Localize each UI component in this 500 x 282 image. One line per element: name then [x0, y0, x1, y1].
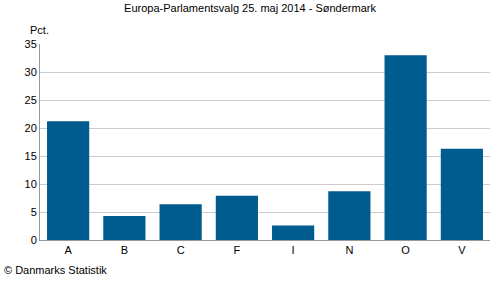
svg-text:A: A	[64, 244, 72, 256]
svg-text:B: B	[121, 244, 128, 256]
svg-text:F: F	[234, 244, 241, 256]
svg-text:V: V	[458, 244, 466, 256]
svg-text:N: N	[345, 244, 353, 256]
svg-text:0: 0	[31, 234, 37, 246]
svg-text:30: 30	[25, 66, 37, 78]
svg-text:O: O	[401, 244, 410, 256]
svg-text:Europa-Parlamentsvalg 25. maj: Europa-Parlamentsvalg 25. maj 2014 - Søn…	[124, 2, 376, 14]
svg-text:25: 25	[25, 94, 37, 106]
svg-text:15: 15	[25, 150, 37, 162]
svg-text:I: I	[292, 244, 295, 256]
svg-text:5: 5	[31, 206, 37, 218]
svg-text:© Danmarks Statistik: © Danmarks Statistik	[4, 264, 107, 276]
svg-text:35: 35	[25, 38, 37, 50]
svg-text:C: C	[177, 244, 185, 256]
svg-text:20: 20	[25, 122, 37, 134]
svg-text:Pct.: Pct.	[30, 24, 49, 36]
svg-text:10: 10	[25, 178, 37, 190]
